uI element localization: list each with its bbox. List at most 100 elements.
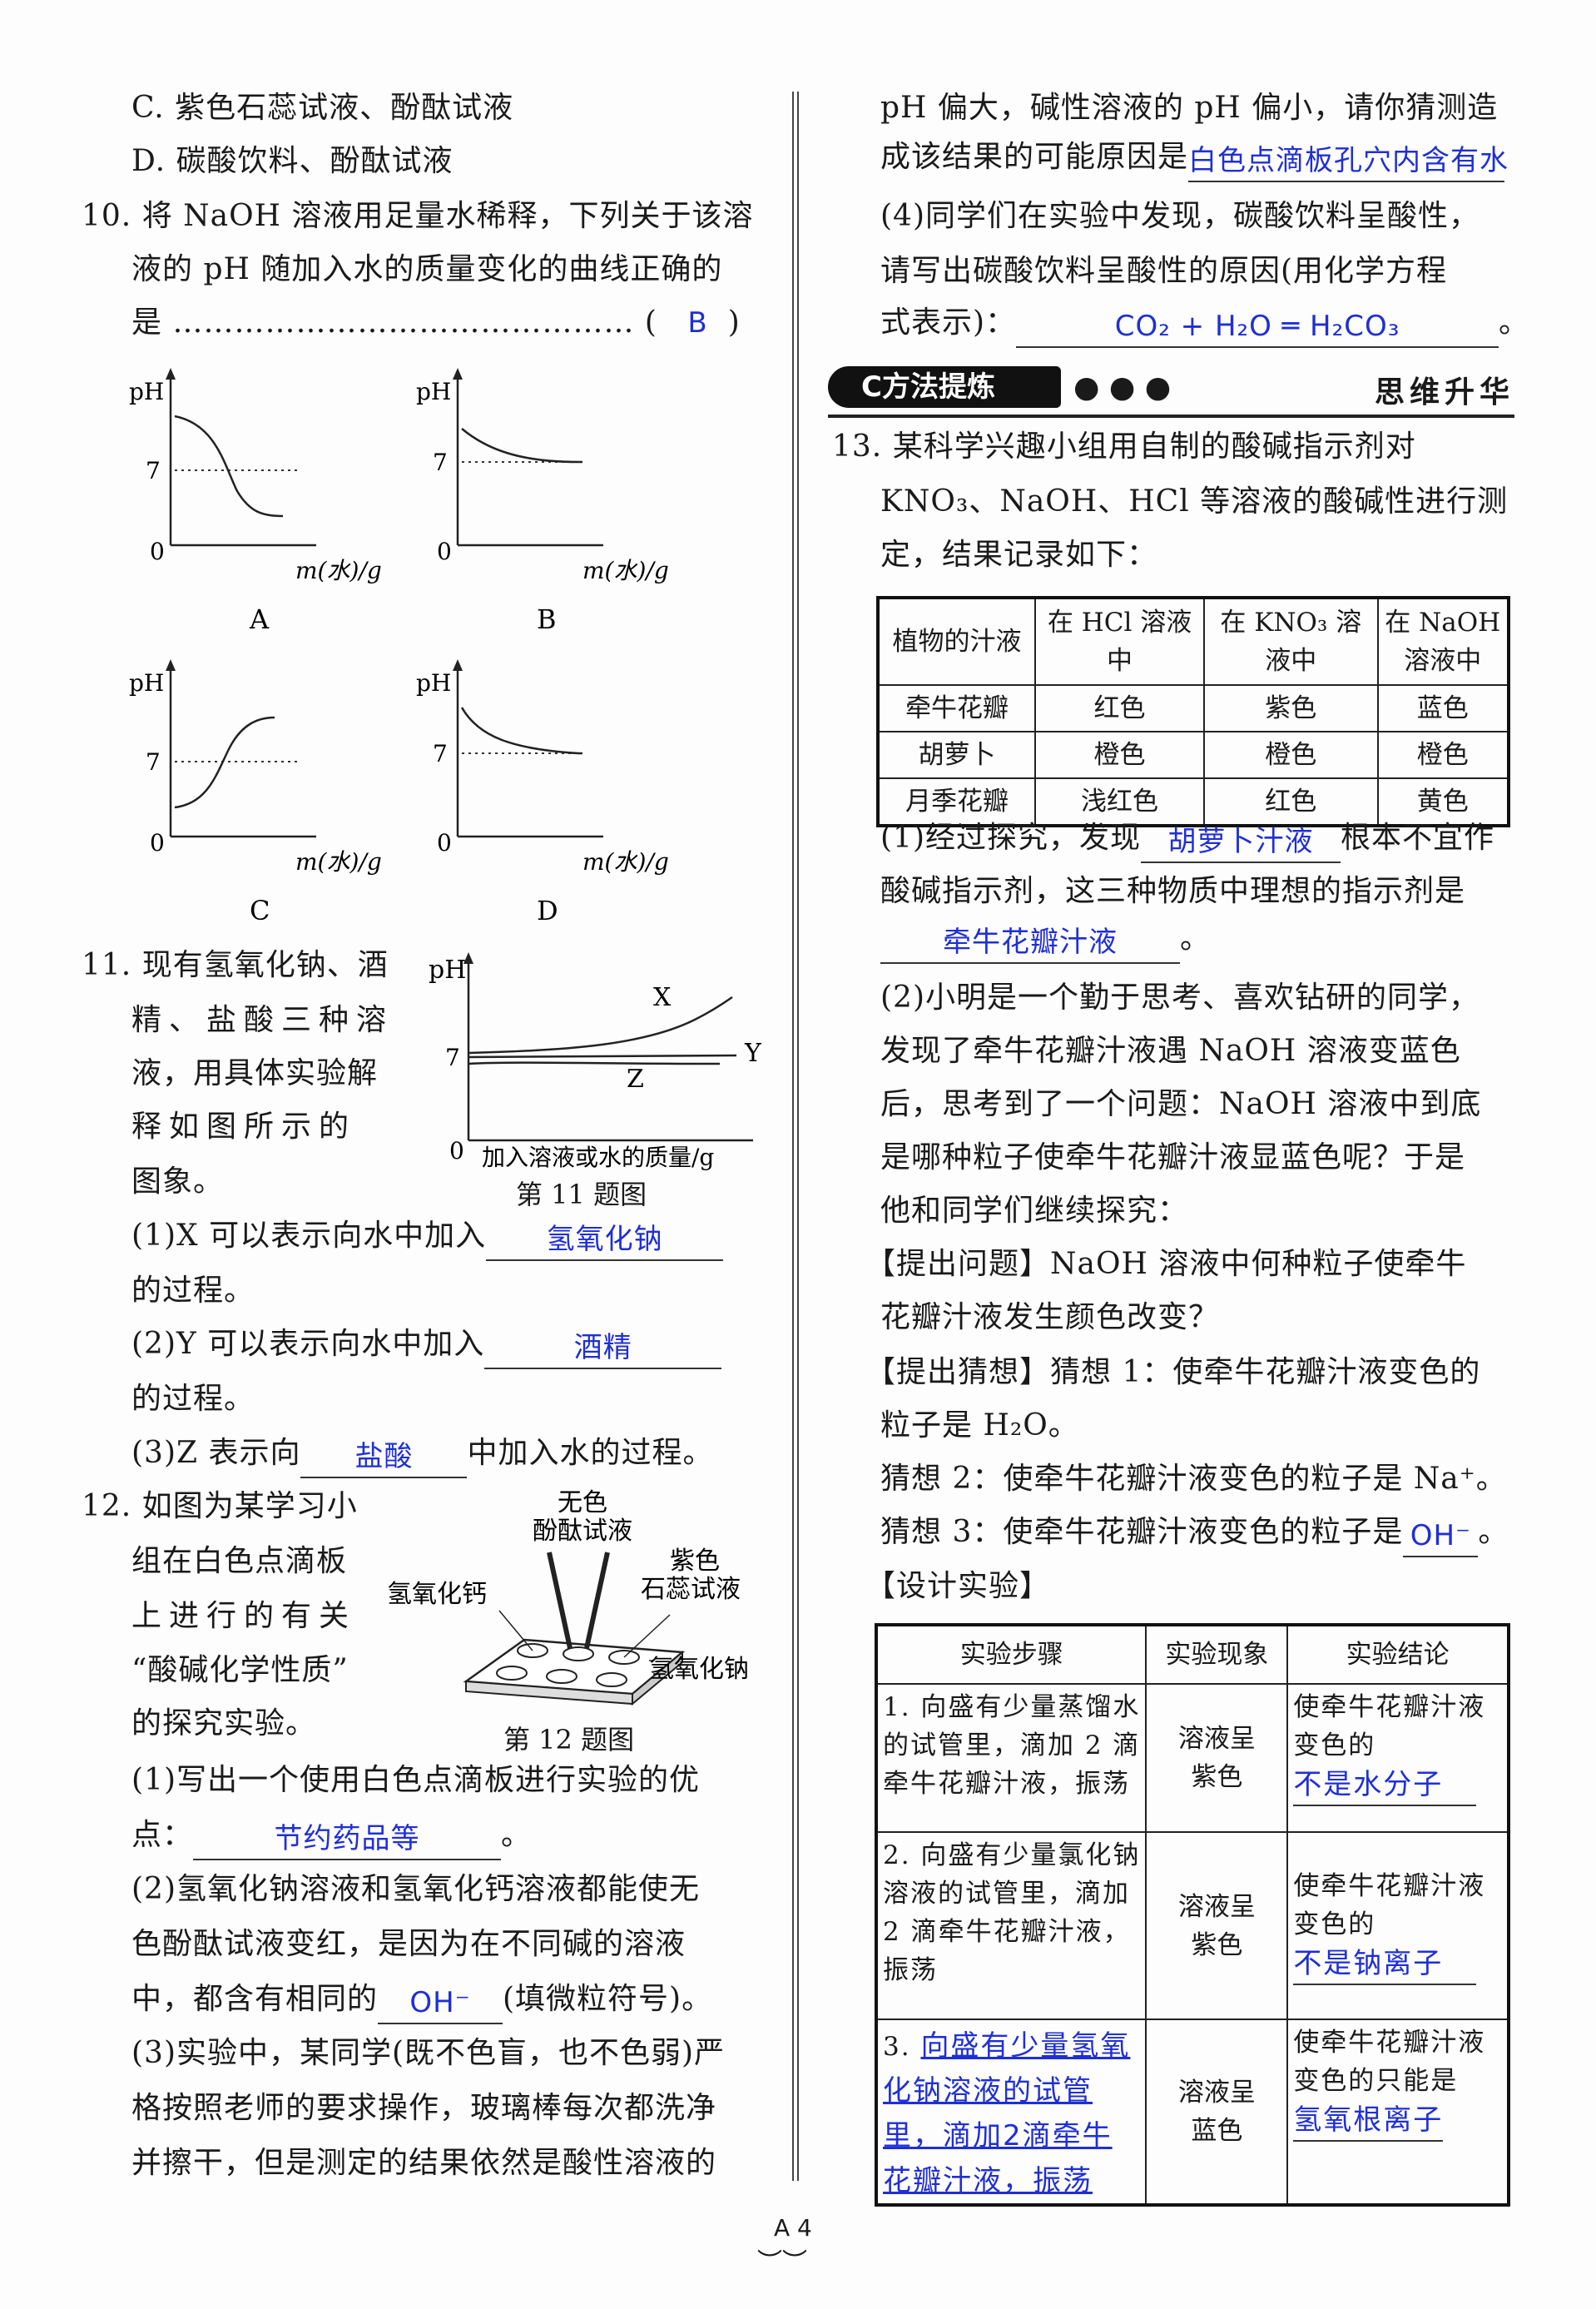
text: A 4 bbox=[774, 2214, 812, 2242]
right-line: 成该结果的可能原因是白色点滴板孔穴内含有水 bbox=[880, 132, 1508, 182]
right-line: (4)同学们在实验中发现，碳酸饮料呈酸性， bbox=[880, 199, 1480, 233]
q10-line: 是 ……………………………………… ( B) bbox=[131, 298, 741, 348]
q13-hypothesis: 猜想 2：使牵牛花瓣汁液变色的粒子是 Na⁺。 bbox=[880, 1462, 1507, 1496]
label-y: Y bbox=[744, 1039, 762, 1068]
q10-line: 液的 pH 随加入水的质量变化的曲线正确的 bbox=[131, 252, 723, 286]
ph-curve bbox=[461, 428, 582, 464]
q11-graph: pH 7 0 X Y Z 加入溶液或水的质量/g bbox=[429, 952, 762, 1171]
banner-slogan: 思维升华 bbox=[1374, 375, 1514, 410]
q13-part1: 牵牛花瓣汁液。 bbox=[880, 914, 1211, 964]
q11-line: 释如图所示的 bbox=[131, 1110, 357, 1144]
q12-drip-plate-figure: 无色 酚酞试液 紫色 石蕊试液 氢氧化钙 氢氧化钠 bbox=[387, 1488, 749, 1706]
design-heading: 【设计实验】 bbox=[865, 1569, 1051, 1603]
text: (1)X 可以表示向水中加入 bbox=[131, 1219, 487, 1253]
q13-part1: (1)经过探究，发现 胡萝卜汁液 根本不宜作 bbox=[880, 813, 1494, 863]
answer: 不是水分子 bbox=[1293, 1765, 1477, 1806]
q12-part2: (2)氢氧化钠溶液和氢氧化钙溶液都能使无 bbox=[131, 1872, 700, 1906]
xlabel: 加入溶液或水的质量/g bbox=[482, 1144, 714, 1171]
q12-part1b: 点： 节约药品等。 bbox=[131, 1810, 532, 1860]
q13-answer-2: 牵牛花瓣汁液 bbox=[880, 922, 1180, 964]
xlabel: m(水)/g bbox=[295, 848, 382, 876]
origin: 0 bbox=[449, 1137, 464, 1164]
step-cell: 1. 向盛有少量蒸馏水的试管里，滴加 2 滴牵牛花瓣汁液，振荡 bbox=[875, 1683, 1147, 1833]
text: 式表示)： bbox=[880, 305, 1017, 340]
origin: 0 bbox=[150, 829, 165, 857]
cell: 胡萝卜 bbox=[877, 731, 1036, 779]
cell: 浅红色 bbox=[1033, 777, 1206, 827]
q13-line: 13. 某科学兴趣小组用自制的酸碱指示剂对 bbox=[832, 430, 1416, 464]
q13-hypothesis-3: 猜想 3：使牵牛花瓣汁液变色的粒子是 OH⁻。 bbox=[880, 1507, 1509, 1557]
right-line: pH 偏大，碱性溶液的 pH 偏小，请你猜测造 bbox=[880, 91, 1499, 125]
cell: 紫色 bbox=[1203, 684, 1379, 732]
phenomenon-cell: 溶液呈紫色 bbox=[1145, 1831, 1289, 2020]
ylabel: pH bbox=[416, 378, 451, 405]
q12-part2: 色酚酞试液变红，是因为在不同碱的溶液 bbox=[131, 1927, 686, 1961]
q13-question: 【提出问题】NaOH 溶液中何种粒子使牵牛 bbox=[865, 1247, 1467, 1281]
q9-option-c: C. 紫色石蕊试液、酚酞试液 bbox=[131, 91, 514, 125]
text: (3)Z 表示向 bbox=[131, 1436, 301, 1470]
q11-line: 精、盐酸三种溶 bbox=[131, 1003, 394, 1037]
q11-line: 11. 现有氢氧化钠、酒 bbox=[82, 948, 389, 982]
q13-part1: 酸碱指示剂，这三种物质中理想的指示剂是 bbox=[880, 874, 1466, 908]
graph-option-label: B bbox=[537, 603, 557, 635]
text: 。 bbox=[1499, 305, 1530, 340]
text: 成该结果的可能原因是 bbox=[880, 140, 1189, 174]
header-cell: 实验步骤 bbox=[875, 1624, 1147, 1685]
xlabel: m(水)/g bbox=[582, 557, 669, 584]
header-cell: 在 HCl 溶液中 bbox=[1033, 597, 1206, 686]
label: 氢氧化钠 bbox=[649, 1655, 749, 1684]
text: 使牵牛花瓣汁液变色的 bbox=[1293, 1692, 1486, 1760]
q13-hypothesis: 【提出猜想】猜想 1：使牵牛花瓣汁液变色的 bbox=[865, 1355, 1481, 1389]
graph-option-label: A bbox=[249, 603, 270, 635]
header-cell: 在 NaOH 溶液中 bbox=[1376, 597, 1509, 686]
q11-answer-3: 盐酸 bbox=[300, 1437, 468, 1478]
q12-answer-1: 节约药品等 bbox=[193, 1819, 502, 1860]
origin: 0 bbox=[150, 538, 165, 565]
table-row: 3. 向盛有少量氢氧化钠溶液的试管里，滴加2滴牵牛花瓣汁液，振荡 溶液呈蓝色 使… bbox=[875, 2019, 1509, 2206]
ph-curve bbox=[174, 415, 284, 518]
header-cell: 植物的汁液 bbox=[877, 597, 1036, 686]
conclusion-cell: 使牵牛花瓣汁液变色的只能是氢氧根离子 bbox=[1286, 2019, 1509, 2206]
q11-line: 图象。 bbox=[131, 1164, 225, 1199]
graph-option-label: C bbox=[250, 895, 270, 926]
cell: 橙色 bbox=[1033, 731, 1206, 779]
page-number: A 4 ︶︶ bbox=[757, 2214, 812, 2277]
q10-paren: ) bbox=[727, 305, 741, 340]
ylabel: pH bbox=[416, 669, 451, 697]
xlabel: m(水)/g bbox=[582, 848, 669, 876]
q13-part2: 发现了牵牛花瓣汁液遇 NaOH 溶液变蓝色 bbox=[880, 1034, 1461, 1068]
phenomenon-cell: 溶液呈蓝色 bbox=[1145, 2019, 1289, 2206]
tick-7: 7 bbox=[433, 740, 448, 767]
q11-line: 液，用具体实验解 bbox=[131, 1056, 379, 1090]
cell: 牵牛花瓣 bbox=[877, 684, 1036, 732]
q12-part3: 格按照老师的要求操作，玻璃棒每次都洗净 bbox=[131, 2091, 717, 2125]
q13-line: 定，结果记录如下： bbox=[880, 538, 1158, 572]
label: 酚酞试液 bbox=[533, 1517, 632, 1546]
header-cell: 实验结论 bbox=[1286, 1624, 1509, 1685]
origin: 0 bbox=[437, 829, 452, 857]
q10-line: 10. 将 NaOH 溶液用足量水稀释，下列关于该溶 bbox=[82, 199, 754, 233]
q13-answer-3: OH⁻ bbox=[1403, 1516, 1479, 1557]
xlabel: m(水)/g bbox=[295, 557, 382, 584]
q11-part2: (2)Y 可以表示向水中加入 酒精 bbox=[131, 1319, 722, 1369]
text: 点： bbox=[131, 1818, 194, 1852]
text: 使牵牛花瓣汁液变色的只能是 bbox=[1293, 2028, 1486, 2096]
q11-part2-end: 的过程。 bbox=[131, 1382, 255, 1416]
text: 猜想 3：使牵牛花瓣汁液变色的粒子是 bbox=[880, 1515, 1404, 1549]
label: 石蕊试液 bbox=[641, 1575, 741, 1604]
curve-x bbox=[468, 996, 733, 1055]
text: 3. bbox=[883, 2032, 911, 2062]
q11-part3: (3)Z 表示向 盐酸 中加入水的过程。 bbox=[131, 1428, 713, 1478]
q13-part2: 他和同学们继续探究： bbox=[880, 1194, 1189, 1228]
right-line: 请写出碳酸饮料呈酸性的原因(用化学方程 bbox=[880, 254, 1448, 288]
answer: 氢氧根离子 bbox=[1293, 2100, 1444, 2142]
text: (2)Y 可以表示向水中加入 bbox=[131, 1327, 485, 1361]
text: 。 bbox=[1478, 1515, 1509, 1549]
tick-7: 7 bbox=[146, 457, 161, 484]
q12-line: 上进行的有关 bbox=[131, 1599, 357, 1633]
header-cell: 在 KNO₃ 溶液中 bbox=[1203, 597, 1379, 686]
right-line: 式表示)： CO₂ + H₂O ═ H₂CO₃。 bbox=[880, 298, 1529, 348]
ph-graph-A: pH 7 0 m(水)/g A bbox=[129, 368, 382, 635]
q13-part2: 是哪种粒子使牵牛花瓣汁液显蓝色呢？于是 bbox=[880, 1140, 1466, 1174]
answer: 向盛有少量氢氧化钠溶液的试管里，滴加2滴牵牛花瓣汁液，振荡 bbox=[883, 2029, 1131, 2197]
